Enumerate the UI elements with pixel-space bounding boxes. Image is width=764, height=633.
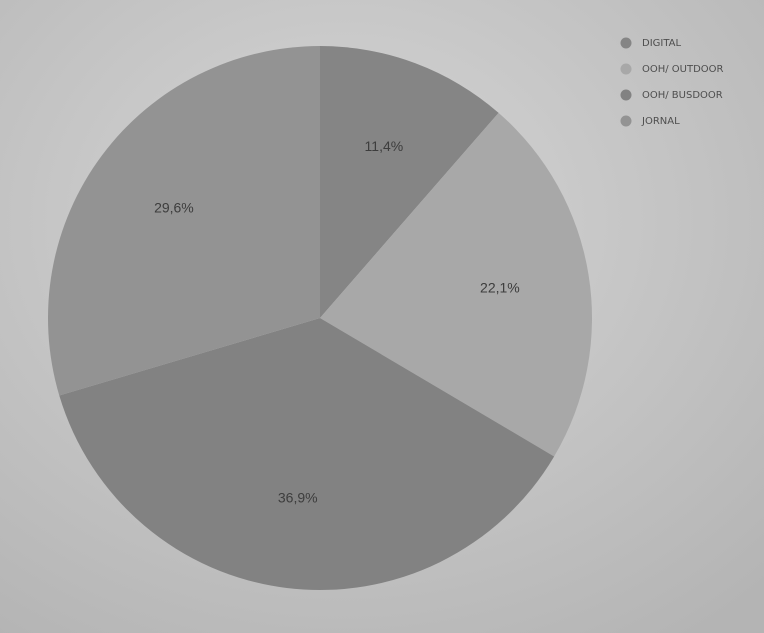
- slice-label-jornal: 29,6%: [154, 200, 194, 216]
- pie-slices: [47, 46, 592, 591]
- legend-label-jornal[interactable]: JORNAL: [641, 116, 680, 127]
- legend-marker-ooh-busdoor: [620, 89, 632, 101]
- pie-slice-ooh-busdoor[interactable]: [59, 318, 555, 591]
- pie-slice-labels: 11,4% 22,1% 36,9% 29,6%: [154, 138, 520, 506]
- legend-label-digital[interactable]: DIGITAL: [642, 38, 682, 49]
- legend-marker-ooh-outdoor: [620, 63, 632, 75]
- pie-slice-digital[interactable]: [320, 46, 499, 318]
- legend-label-ooh-outdoor[interactable]: OOH/ OUTDOOR: [642, 64, 724, 75]
- legend-marker-jornal: [620, 115, 632, 127]
- legend-marker-digital: [620, 37, 632, 49]
- legend: DIGITAL OOH/ OUTDOOR OOH/ BUSDOOR JORNAL: [620, 37, 724, 127]
- slice-label-ooh-busdoor: 36,9%: [278, 490, 318, 506]
- legend-label-ooh-busdoor[interactable]: OOH/ BUSDOOR: [642, 90, 723, 101]
- pie-slice-ooh-outdoor[interactable]: [320, 112, 592, 457]
- slice-label-ooh-outdoor: 22,1%: [480, 280, 520, 296]
- slice-label-digital: 11,4%: [365, 138, 404, 154]
- pie-slice-jornal[interactable]: [47, 46, 321, 396]
